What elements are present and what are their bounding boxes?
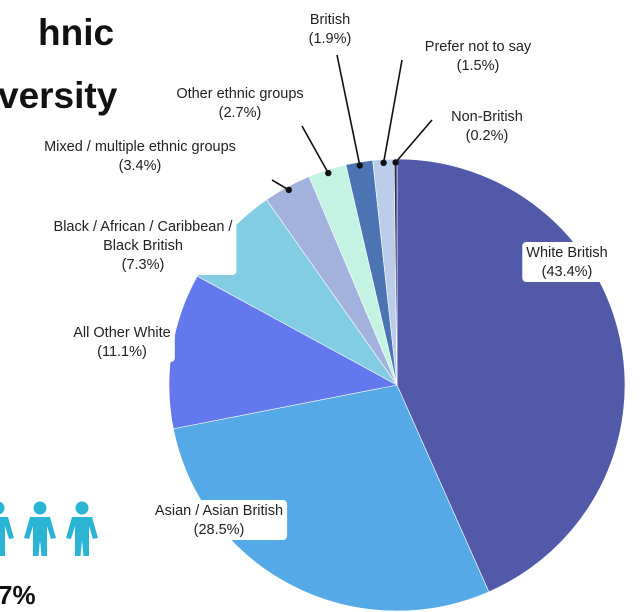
person-figure-icon: [66, 501, 98, 556]
slice-label-percent: (7.3%): [122, 257, 165, 273]
slice-label-name: Non-British: [451, 109, 523, 125]
leader-line-other-ethnic-groups: [301, 125, 329, 174]
pie-slice-non-british: [393, 158, 398, 386]
leader-dot-other-ethnic-groups: [325, 169, 332, 177]
slice-label-other-ethnic-groups: Other ethnic groups (2.7%): [172, 83, 308, 123]
slice-label-percent: (1.9%): [309, 31, 352, 47]
slice-label-box: [304, 9, 356, 49]
slice-label-box: [69, 322, 175, 362]
leader-line-british: [336, 54, 361, 166]
leader-dot-non-british: [392, 159, 399, 166]
slice-label-mixed-multiple-ethnic-groups: Mixed / multiple ethnic groups (3.4%): [40, 136, 240, 176]
footer-percentage: 7%: [0, 580, 36, 610]
leader-dot-mixed-multiple-ethnic-groups: [285, 186, 292, 194]
leader-lines: [271, 54, 433, 194]
leader-dot-prefer-not-to-say: [380, 159, 387, 166]
slice-label-box: [40, 136, 240, 176]
slice-label-name: Other ethnic groups: [176, 86, 303, 102]
slice-label-name: Black British: [103, 238, 183, 254]
pie-slice-asian-asian-british: [172, 384, 490, 612]
slice-label-name: Mixed / multiple ethnic groups: [44, 139, 236, 155]
slice-label-asian-asian-british: Asian / Asian British (28.5%): [150, 500, 288, 540]
slice-label-percent: (0.2%): [466, 128, 509, 144]
leader-line-non-british: [394, 119, 433, 163]
leader-dot-british: [356, 162, 363, 169]
slice-label-percent: (3.4%): [119, 158, 162, 174]
slice-label-name: Black / African / Caribbean /: [54, 219, 234, 235]
slice-label-percent: (28.5%): [194, 522, 245, 538]
slice-label-all-other-white: All Other White (11.1%): [69, 322, 175, 362]
slice-label-box: [49, 216, 237, 275]
chart-title-line-1: hnic: [38, 12, 114, 53]
slice-label-percent: (11.1%): [97, 344, 147, 360]
person-figure-icon: [0, 501, 14, 556]
leader-line-prefer-not-to-say: [382, 59, 403, 163]
slice-labels: White British (43.4%) Asian / Asian Britis…: [40, 9, 612, 540]
slice-label-british: British (1.9%): [304, 9, 356, 49]
slice-label-percent: (1.5%): [457, 58, 500, 74]
slice-label-prefer-not-to-say: Prefer not to say (1.5%): [420, 36, 536, 76]
slice-label-non-british: Non-British (0.2%): [447, 106, 527, 146]
slice-label-white-british: White British (43.4%): [522, 242, 612, 282]
slice-label-percent: (2.7%): [219, 105, 262, 121]
person-figure-icon: [24, 501, 56, 556]
slice-label-box: [150, 500, 288, 540]
slice-label-black-african-caribbean: Black / African / Caribbean / Black Briti…: [49, 216, 237, 275]
slice-label-box: [172, 83, 308, 123]
slice-label-box: [420, 36, 536, 76]
leader-line-mixed-multiple-ethnic-groups: [271, 179, 290, 191]
slice-label-name: White British: [526, 245, 607, 261]
people-icon: [0, 501, 98, 556]
slice-label-box: [522, 242, 612, 282]
slice-label-percent: (43.4%): [542, 264, 593, 280]
chart-title-line-2: versity: [0, 75, 118, 116]
slice-label-name: Prefer not to say: [425, 39, 532, 55]
slice-label-name: All Other White: [73, 325, 171, 341]
slice-label-name: British: [310, 12, 350, 28]
pie-slices: [168, 158, 626, 612]
slice-label-box: [447, 106, 527, 146]
slice-label-name: Asian / Asian British: [155, 503, 283, 519]
